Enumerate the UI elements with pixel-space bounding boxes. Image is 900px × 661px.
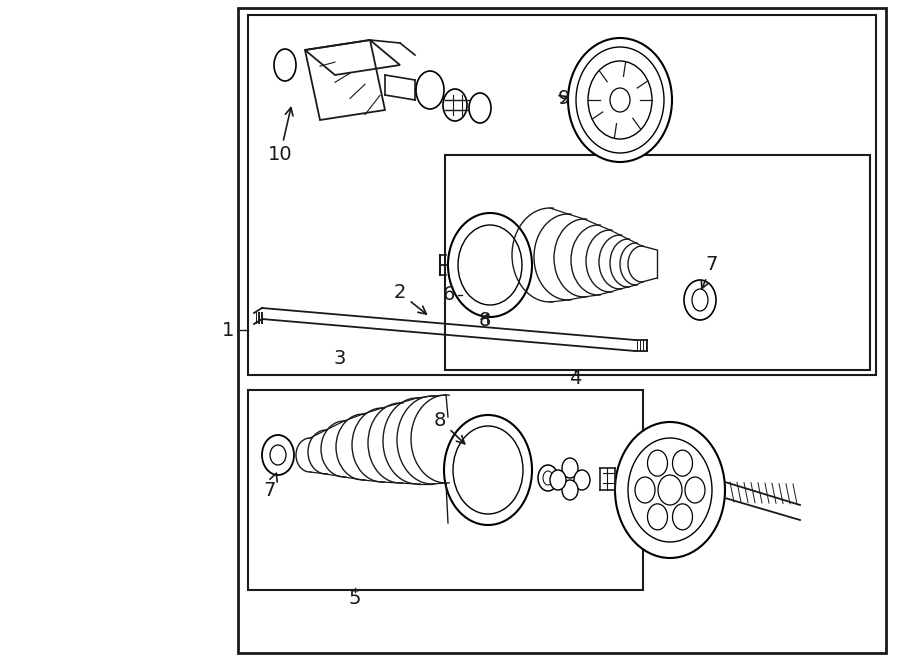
Ellipse shape — [672, 450, 692, 476]
Text: 7: 7 — [264, 473, 277, 500]
Ellipse shape — [647, 504, 668, 530]
Text: 8: 8 — [479, 311, 491, 329]
Bar — [248, 390, 643, 590]
Text: 5: 5 — [349, 588, 361, 607]
Ellipse shape — [469, 93, 491, 123]
Ellipse shape — [538, 465, 558, 491]
Text: 3: 3 — [334, 348, 346, 368]
Text: 9: 9 — [558, 89, 570, 108]
Ellipse shape — [692, 289, 708, 311]
Ellipse shape — [588, 61, 652, 139]
Text: 1: 1 — [221, 321, 234, 340]
Ellipse shape — [610, 88, 630, 112]
Text: 8: 8 — [434, 410, 464, 444]
Ellipse shape — [568, 38, 672, 162]
Bar — [445, 155, 870, 370]
Ellipse shape — [444, 415, 532, 525]
Text: 7: 7 — [701, 256, 718, 289]
Ellipse shape — [443, 89, 467, 121]
Ellipse shape — [672, 504, 692, 530]
Bar — [248, 15, 876, 375]
Ellipse shape — [574, 470, 590, 490]
Ellipse shape — [270, 445, 286, 465]
Ellipse shape — [562, 458, 578, 478]
Ellipse shape — [658, 475, 682, 505]
Text: 10: 10 — [267, 108, 293, 165]
Ellipse shape — [628, 438, 712, 542]
Ellipse shape — [685, 477, 705, 503]
Ellipse shape — [453, 426, 523, 514]
Ellipse shape — [458, 225, 522, 305]
Text: 4: 4 — [569, 368, 581, 387]
Text: 2: 2 — [394, 284, 427, 314]
Ellipse shape — [262, 435, 294, 475]
Ellipse shape — [416, 71, 444, 109]
Ellipse shape — [562, 480, 578, 500]
Ellipse shape — [615, 422, 725, 558]
Ellipse shape — [448, 213, 532, 317]
Ellipse shape — [550, 470, 566, 490]
Ellipse shape — [635, 477, 655, 503]
Bar — [238, 8, 886, 653]
Text: 6: 6 — [443, 286, 455, 305]
Ellipse shape — [274, 49, 296, 81]
Ellipse shape — [543, 471, 553, 485]
Ellipse shape — [576, 47, 664, 153]
Ellipse shape — [647, 450, 668, 476]
Ellipse shape — [684, 280, 716, 320]
